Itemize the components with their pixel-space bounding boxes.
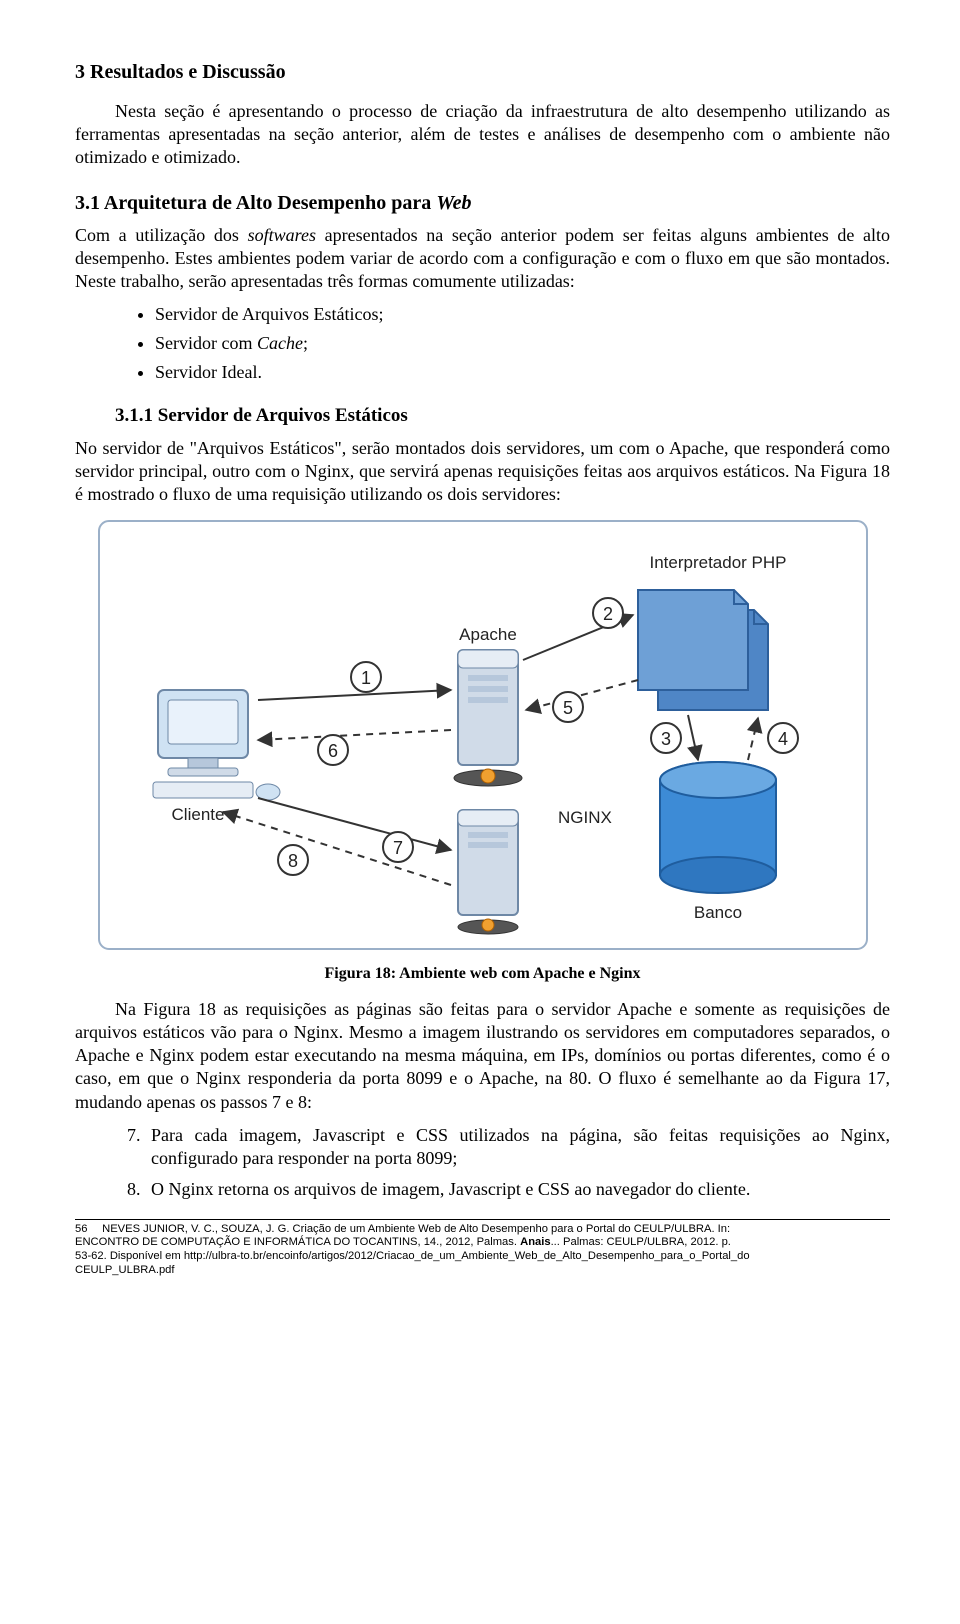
- term-softwares: softwares: [248, 225, 316, 245]
- figure-caption: Figura 18: Ambiente web com Apache e Ngi…: [75, 964, 890, 984]
- p2-a: Com a utilização dos: [75, 225, 248, 245]
- db-label: Banco: [693, 903, 741, 922]
- footer-line-2a: ENCONTRO DE COMPUTAÇÃO E INFORMÁTICA DO …: [75, 1236, 520, 1248]
- svg-text:7: 7: [392, 838, 402, 858]
- step-7: Para cada imagem, Javascript e CSS utili…: [145, 1124, 890, 1170]
- svg-text:1: 1: [360, 668, 370, 688]
- footer-line-1: NEVES JUNIOR, V. C., SOUZA, J. G. Criaçã…: [102, 1223, 730, 1235]
- term-web: Web: [436, 192, 471, 214]
- paragraph-4: Na Figura 18 as requisições as páginas s…: [75, 998, 890, 1113]
- page-number: 56: [75, 1223, 99, 1237]
- diagram-svg: Cliente Apache NGINX: [98, 520, 868, 950]
- paragraph-3: No servidor de "Arquivos Estáticos", ser…: [75, 437, 890, 506]
- term-cache: Cache: [257, 333, 303, 353]
- subsection-prefix: 3.1 Arquitetura de Alto Desempenho para: [75, 192, 436, 214]
- svg-text:2: 2: [602, 604, 612, 624]
- footer-anais: Anais: [520, 1236, 550, 1248]
- paragraph-1: Nesta seção é apresentando o processo de…: [75, 100, 890, 169]
- step-8: O Nginx retorna os arquivos de imagem, J…: [145, 1178, 890, 1201]
- bullet-3: Servidor Ideal.: [155, 361, 890, 384]
- svg-text:6: 6: [327, 741, 337, 761]
- svg-text:3: 3: [660, 729, 670, 749]
- client-label: Cliente: [171, 805, 224, 824]
- svg-text:8: 8: [287, 851, 297, 871]
- apache-label: Apache: [459, 625, 517, 644]
- figure-18: Cliente Apache NGINX: [75, 520, 890, 956]
- section-heading: 3 Resultados e Discussão: [75, 60, 890, 86]
- b2-a: Servidor com: [155, 333, 257, 353]
- bullet-2: Servidor com Cache;: [155, 332, 890, 355]
- subsection-heading: 3.1 Arquitetura de Alto Desempenho para …: [75, 191, 890, 217]
- svg-text:4: 4: [777, 729, 787, 749]
- nginx-label: NGINX: [558, 808, 612, 827]
- footer-line-4: CEULP_ULBRA.pdf: [75, 1264, 175, 1276]
- footer-line-2c: ... Palmas: CEULP/ULBRA, 2012. p.: [551, 1236, 731, 1248]
- subsubsection-heading: 3.1.1 Servidor de Arquivos Estáticos: [115, 404, 890, 428]
- b2-c: ;: [303, 333, 308, 353]
- footer-line-3: 53-62. Disponível em http://ulbra-to.br/…: [75, 1250, 750, 1262]
- paragraph-2: Com a utilização dos softwares apresenta…: [75, 224, 890, 293]
- php-label: Interpretador PHP: [649, 553, 786, 572]
- apache-icon: Apache: [454, 625, 522, 786]
- footer: 56 NEVES JUNIOR, V. C., SOUZA, J. G. Cri…: [75, 1219, 890, 1278]
- svg-text:5: 5: [562, 698, 572, 718]
- bullet-1: Servidor de Arquivos Estáticos;: [155, 303, 890, 326]
- bullet-list: Servidor de Arquivos Estáticos; Servidor…: [75, 303, 890, 384]
- step-list: Para cada imagem, Javascript e CSS utili…: [75, 1124, 890, 1201]
